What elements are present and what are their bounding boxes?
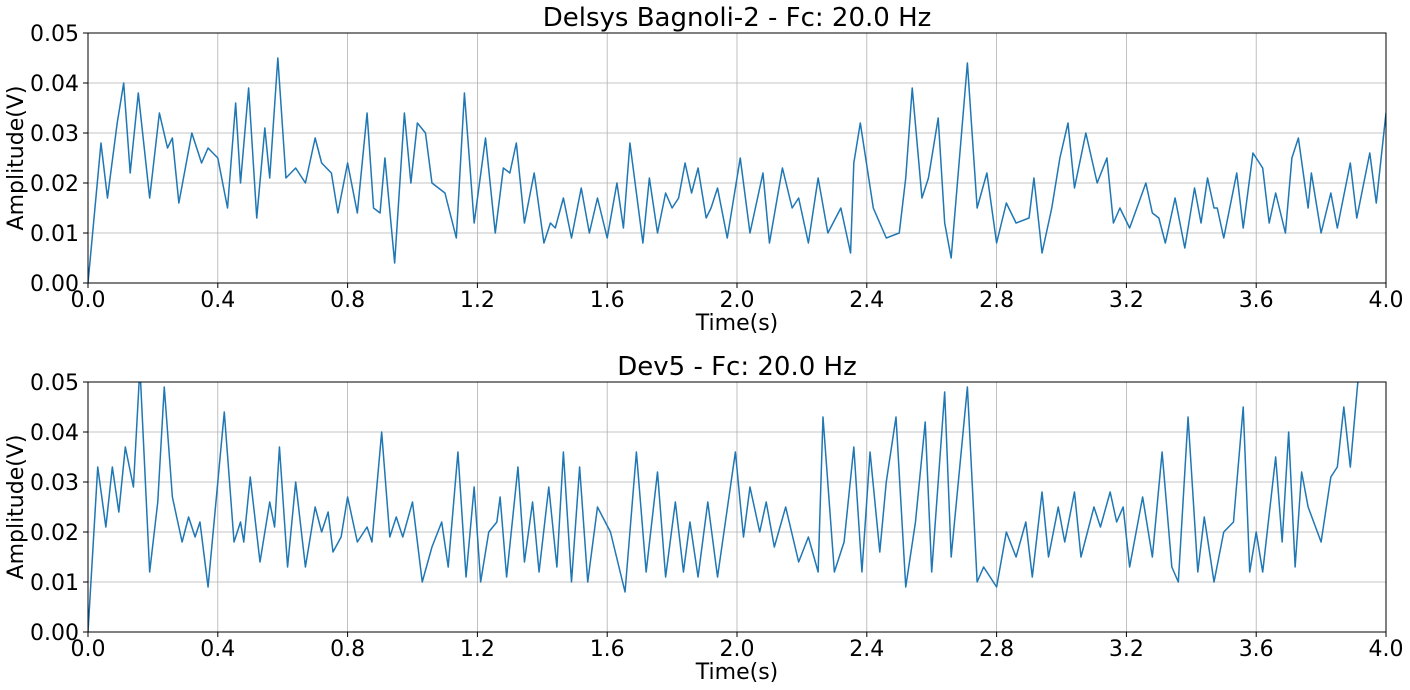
x-tick-label: 2.0 [720, 288, 755, 313]
x-tick-label: 2.4 [849, 637, 884, 662]
data-line [88, 57, 1386, 283]
subplot: 0.0 0.4 0.8 1.2 1.6 2.0 2.4 2.8 3.2 3.6 4.0 0.00 0.0… [4, 352, 1404, 685]
x-tick-label: 0.8 [330, 288, 365, 313]
y-tick-label: 0.04 [30, 72, 79, 97]
x-tick-label: 0.8 [330, 637, 365, 662]
axes-frame [87, 381, 1387, 633]
subplot: 0.0 0.4 0.8 1.2 1.6 2.0 2.4 2.8 3.2 3.6 4.0 0.00 0.0… [4, 3, 1404, 336]
y-tick-label: 0.03 [30, 122, 79, 147]
y-tick-label: 0.00 [30, 621, 79, 646]
y-axis-label: Amplitude(V) [4, 435, 29, 580]
y-axis-label: Amplitude(V) [4, 86, 29, 231]
x-tick-label: 2.8 [979, 288, 1014, 313]
x-tick-label: 0.4 [200, 288, 235, 313]
x-tick-label: 3.2 [1109, 288, 1144, 313]
y-tick-label: 0.01 [30, 222, 79, 247]
x-tick-label: 0.0 [71, 288, 106, 313]
y-tick-label: 0.04 [30, 421, 79, 446]
data-line [88, 382, 1359, 632]
x-tick-label: 4.0 [1369, 637, 1404, 662]
x-tick-label: 4.0 [1369, 288, 1404, 313]
axes-frame [87, 32, 1387, 284]
x-tick-label: 1.2 [460, 637, 495, 662]
x-tick-label: 0.0 [71, 637, 106, 662]
x-tick-label: 2.4 [849, 288, 884, 313]
y-tick-label: 0.03 [30, 471, 79, 496]
x-tick-label: 3.6 [1239, 637, 1274, 662]
chart-title: Delsys Bagnoli-2 - Fc: 20.0 Hz [543, 3, 932, 33]
x-axis-label: Time(s) [695, 660, 778, 685]
x-tick-label: 1.2 [460, 288, 495, 313]
y-tick-label: 0.02 [30, 172, 79, 197]
x-tick-label: 0.4 [200, 637, 235, 662]
x-tick-label: 1.6 [590, 637, 625, 662]
x-tick-label: 3.2 [1109, 637, 1144, 662]
x-axis-label: Time(s) [695, 311, 778, 336]
x-tick-label: 1.6 [590, 288, 625, 313]
y-tick-label: 0.02 [30, 521, 79, 546]
x-tick-label: 2.8 [979, 637, 1014, 662]
y-tick-label: 0.01 [30, 571, 79, 596]
y-tick-label: 0.05 [30, 371, 79, 396]
x-tick-label: 2.0 [720, 637, 755, 662]
y-tick-label: 0.00 [30, 272, 79, 297]
chart-title: Dev5 - Fc: 20.0 Hz [617, 352, 856, 382]
y-tick-label: 0.05 [30, 22, 79, 47]
x-tick-label: 3.6 [1239, 288, 1274, 313]
